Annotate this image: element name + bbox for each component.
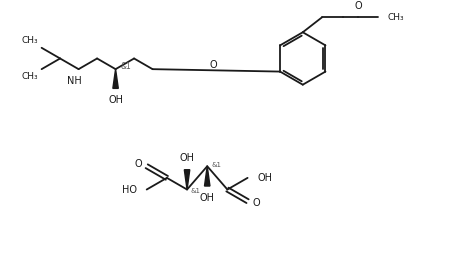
- Text: O: O: [210, 60, 217, 70]
- Text: O: O: [252, 198, 260, 208]
- Polygon shape: [113, 69, 118, 88]
- Text: OH: OH: [257, 173, 273, 183]
- Text: O: O: [354, 1, 362, 11]
- Text: OH: OH: [108, 95, 123, 105]
- Text: OH: OH: [200, 193, 215, 203]
- Text: HO: HO: [122, 185, 137, 195]
- Text: O: O: [134, 159, 142, 169]
- Text: NH: NH: [67, 76, 82, 86]
- Text: &1: &1: [191, 188, 201, 194]
- Text: CH₃: CH₃: [21, 36, 38, 45]
- Text: OH: OH: [180, 153, 195, 163]
- Text: CH₃: CH₃: [387, 13, 404, 22]
- Text: CH₃: CH₃: [21, 72, 38, 81]
- Polygon shape: [205, 166, 210, 186]
- Text: &1: &1: [120, 62, 131, 71]
- Polygon shape: [184, 170, 190, 189]
- Text: &1: &1: [211, 162, 221, 168]
